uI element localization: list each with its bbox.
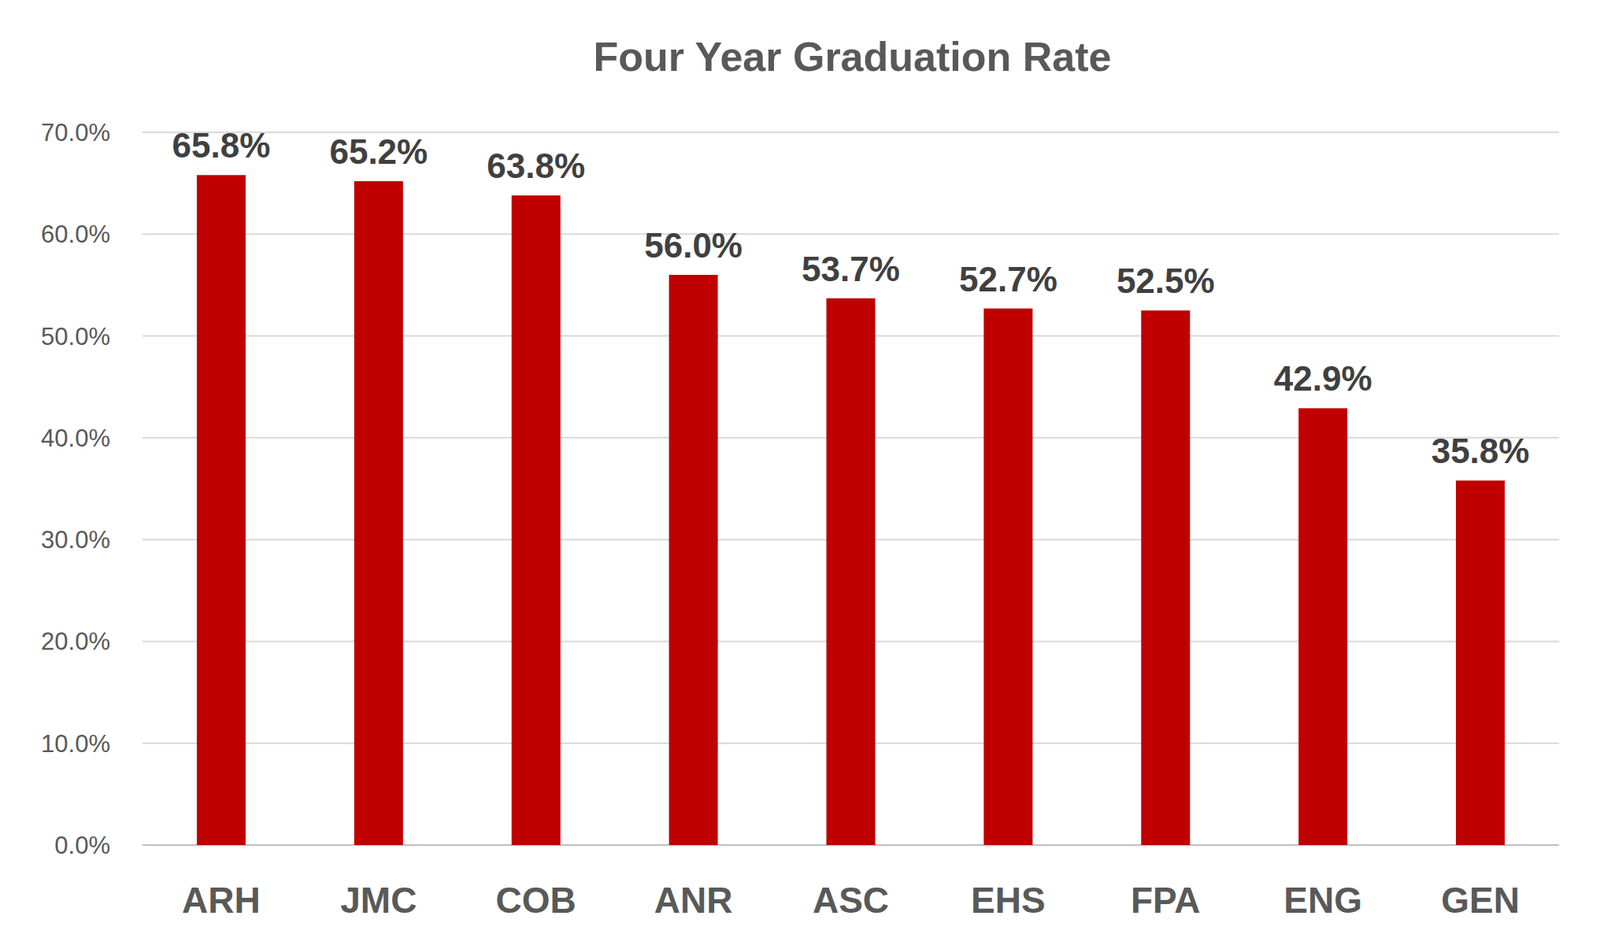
bar (511, 195, 561, 845)
data-label: 42.9% (1274, 359, 1373, 398)
x-tick-label: ANR (654, 879, 734, 921)
bars (196, 174, 1505, 845)
bar (1455, 480, 1505, 845)
x-tick-label: ARH (181, 879, 261, 921)
x-tick-label: COB (496, 879, 577, 921)
chart-container: Four Year Graduation Rate 0.0% 10.0% 20.0% 3… (0, 0, 1600, 949)
x-tick-label: ENG (1283, 879, 1363, 921)
x-tick-label: JMC (340, 879, 417, 921)
x-tick-label: FPA (1130, 879, 1201, 921)
data-label: 53.7% (801, 249, 900, 289)
bar (669, 274, 719, 845)
data-label: 63.8% (486, 146, 586, 186)
bar (1140, 310, 1190, 845)
bar (1298, 407, 1348, 845)
data-label: 65.8% (172, 125, 271, 165)
title: Four Year Graduation Rate (593, 33, 1112, 80)
data-label: 65.2% (329, 132, 428, 171)
bar (983, 308, 1033, 845)
bar (196, 174, 246, 845)
data-label: 52.7% (959, 259, 1058, 299)
x-tick-label: EHS (970, 879, 1046, 921)
y-tick-label: 10.0% (40, 729, 111, 758)
y-tick-label: 70.0% (40, 118, 111, 147)
y-tick-label: 40.0% (40, 424, 111, 452)
bar (354, 181, 404, 845)
data-label: 56.0% (644, 225, 743, 265)
y-tick-label: 0.0% (54, 831, 111, 860)
x-tick-label: GEN (1440, 879, 1520, 921)
y-tick-label: 20.0% (40, 627, 111, 656)
y-tick-label: 30.0% (40, 525, 111, 554)
bar (826, 298, 876, 845)
chart-svg: Four Year Graduation Rate 0.0% 10.0% 20.0% 3… (0, 0, 1600, 949)
y-tick-label: 60.0% (40, 220, 111, 249)
data-label: 35.8% (1431, 431, 1530, 471)
x-tick-label: ASC (812, 879, 889, 921)
data-label: 52.5% (1116, 261, 1215, 300)
y-tick-label: 50.0% (40, 322, 111, 351)
